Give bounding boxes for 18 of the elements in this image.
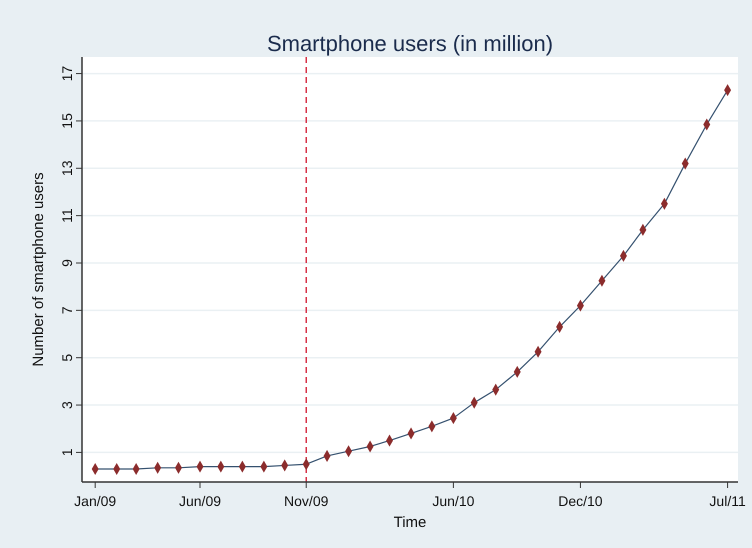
y-tick-label: 3	[59, 400, 75, 409]
y-tick-label: 17	[59, 66, 75, 82]
y-axis-title: Number of smartphone users	[30, 172, 47, 367]
chart-title: Smartphone users (in million)	[266, 31, 554, 56]
x-tick-label: Dec/10	[558, 493, 603, 509]
y-tick-label: 1	[59, 448, 75, 456]
y-tick-label: 5	[59, 354, 75, 362]
y-tick-label: 13	[59, 160, 75, 176]
x-tick-label: Nov/09	[284, 493, 329, 509]
x-axis-title: Time	[394, 514, 426, 531]
x-tick-label: Jan/09	[74, 493, 116, 509]
y-tick-label: 9	[59, 258, 75, 267]
x-tick-label: Jun/10	[432, 493, 475, 509]
x-tick-label: Jul/11	[709, 493, 746, 509]
y-tick-label: 7	[59, 306, 75, 314]
y-tick-label: 11	[59, 208, 75, 223]
x-tick-label: Jun/09	[178, 493, 222, 509]
y-tick-label: 15	[59, 112, 75, 129]
